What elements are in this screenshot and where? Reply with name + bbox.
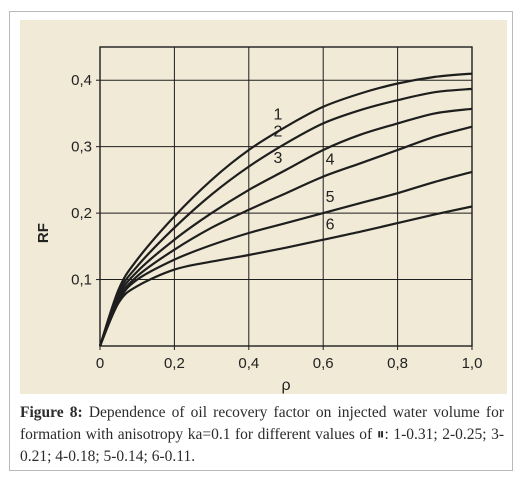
series-line-2: [98, 87, 473, 347]
series-label-6: 6: [326, 216, 335, 233]
y-axis-label: RF: [35, 223, 52, 243]
series-line-5: [98, 170, 473, 347]
figure-container: 0 0,2 0,4 0,6 0,8 1,0 0,1 0,2 0,3 0,4 ρ RF 1 2 3 4 5 6 Fi…: [9, 11, 513, 471]
x-tick-label: 0,8: [387, 355, 408, 372]
series-label-1: 1: [274, 107, 283, 124]
y-tick-label: 0,2: [71, 205, 92, 222]
y-tick-label: 0,4: [71, 72, 92, 89]
series-label-4: 4: [326, 151, 335, 168]
series-label-5: 5: [326, 189, 335, 206]
x-tick-label: 0,4: [238, 355, 259, 372]
series-label-3: 3: [274, 150, 283, 167]
series-line-3: [98, 107, 473, 347]
y-tick-label: 0,1: [71, 272, 92, 289]
figure-caption: Figure 8: Dependence of oil recovery fac…: [20, 402, 504, 468]
figure-label: Figure 8:: [20, 404, 83, 421]
x-tick-label: 1,0: [462, 355, 483, 372]
x-tick-label: 0: [96, 355, 104, 372]
x-axis-label: ρ: [281, 377, 290, 394]
series-line-1: [98, 72, 473, 347]
x-tick-label: 0,2: [164, 355, 185, 372]
series-line-6: [98, 205, 473, 347]
series-line-4: [98, 125, 473, 347]
line-chart: 0 0,2 0,4 0,6 0,8 1,0 0,1 0,2 0,3 0,4 ρ RF 12 3 4 5 6: [35, 46, 483, 394]
caption-text: Dependence of oil recovery factor on inj…: [20, 404, 505, 465]
x-tick-label: 0,6: [313, 355, 334, 372]
series-label-2: 2: [274, 123, 283, 140]
plot-frame: [99, 46, 473, 347]
y-tick-label: 0,3: [71, 139, 92, 156]
plot-panel: 0 0,2 0,4 0,6 0,8 1,0 0,1 0,2 0,3 0,4 ρ RF 1 2 3 4 5 6: [20, 20, 507, 394]
